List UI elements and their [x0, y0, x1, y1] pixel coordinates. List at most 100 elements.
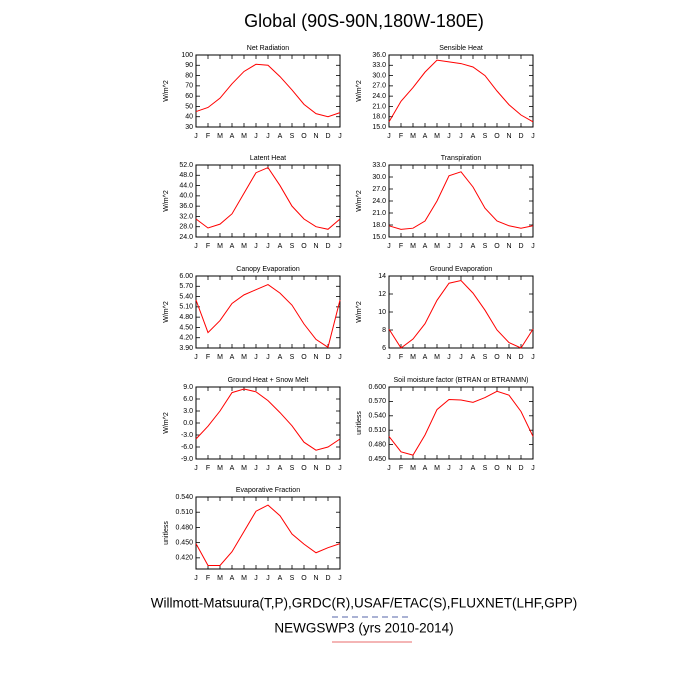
panel-title: Soil moisture factor (BTRAN or BTRANMN) [394, 377, 529, 384]
x-tick-label: J [387, 354, 391, 361]
x-tick-label: J [254, 354, 258, 361]
x-tick-label: N [506, 243, 511, 250]
x-tick-label: J [531, 465, 535, 472]
y-tick-label: 30.0 [372, 72, 386, 79]
y-tick-label: 15.0 [372, 234, 386, 241]
x-tick-label: M [217, 243, 223, 250]
x-tick-label: J [338, 465, 342, 472]
panel-title: Ground Evaporation [430, 266, 493, 273]
x-tick-label: O [301, 354, 307, 361]
y-tick-label: 28.0 [179, 224, 193, 231]
y-tick-label: 33.0 [372, 62, 386, 69]
plot-frame [195, 496, 341, 570]
y-tick-label: 30 [185, 124, 193, 131]
x-tick-label: S [290, 243, 295, 250]
x-tick-label: A [230, 354, 235, 361]
x-tick-label: N [313, 243, 318, 250]
x-tick-label: A [230, 465, 235, 472]
x-tick-label: M [410, 465, 416, 472]
x-tick-label: A [278, 243, 283, 250]
plot-frame [195, 386, 341, 460]
x-tick-label: J [266, 575, 270, 582]
x-tick-label: J [338, 575, 342, 582]
plot-frame [388, 164, 534, 238]
x-tick-label: M [410, 133, 416, 140]
y-tick-label: 0.480 [175, 524, 193, 531]
y-tick-label: 0.600 [368, 384, 386, 391]
panel-title: Sensible Heat [439, 45, 483, 52]
x-tick-label: J [254, 243, 258, 250]
y-tick-label: 44.0 [179, 182, 193, 189]
y-tick-label: 0.540 [368, 413, 386, 420]
y-tick-label: 24.0 [372, 198, 386, 205]
y-tick-label: 0.510 [368, 427, 386, 434]
x-tick-label: F [399, 133, 403, 140]
y-tick-label: 5.70 [179, 283, 193, 290]
y-tick-label: 4.50 [179, 324, 193, 331]
y-tick-label: 24.0 [372, 93, 386, 100]
x-tick-label: F [399, 243, 403, 250]
x-tick-label: F [399, 465, 403, 472]
x-tick-label: M [241, 575, 247, 582]
y-axis-label: W/m^2 [356, 301, 363, 323]
data-line [195, 388, 341, 451]
page-title: Global (90S-90N,180W-180E) [244, 11, 484, 31]
x-tick-label: M [434, 133, 440, 140]
y-tick-label: 6.0 [183, 396, 193, 403]
x-tick-label: O [301, 465, 307, 472]
y-tick-label: -9.0 [181, 456, 193, 463]
x-tick-label: A [230, 243, 235, 250]
data-line [388, 171, 534, 230]
y-tick-label: 6.00 [179, 273, 193, 280]
x-tick-label: M [241, 243, 247, 250]
x-tick-label: J [194, 465, 198, 472]
y-tick-label: 8 [382, 327, 386, 334]
x-tick-label: M [217, 575, 223, 582]
x-tick-label: A [230, 133, 235, 140]
x-tick-label: J [459, 243, 463, 250]
x-tick-label: D [518, 243, 523, 250]
y-tick-label: 14 [378, 273, 386, 280]
y-tick-label: 70 [185, 83, 193, 90]
x-tick-label: S [290, 354, 295, 361]
x-tick-label: M [434, 465, 440, 472]
y-tick-label: 40 [185, 114, 193, 121]
x-tick-label: D [325, 243, 330, 250]
y-tick-label: 12 [378, 291, 386, 298]
x-tick-label: N [506, 354, 511, 361]
x-tick-label: M [434, 354, 440, 361]
x-tick-label: J [531, 243, 535, 250]
x-tick-label: A [471, 465, 476, 472]
x-tick-label: N [313, 354, 318, 361]
x-tick-label: O [494, 354, 500, 361]
data-line [195, 166, 341, 230]
data-line [388, 390, 534, 456]
y-tick-label: 32.0 [179, 213, 193, 220]
x-tick-label: N [313, 575, 318, 582]
x-tick-label: A [278, 354, 283, 361]
x-tick-label: D [325, 133, 330, 140]
x-tick-label: A [278, 133, 283, 140]
y-tick-label: 0.540 [175, 494, 193, 501]
y-tick-label: 5.40 [179, 293, 193, 300]
y-tick-label: 60 [185, 93, 193, 100]
x-tick-label: M [217, 133, 223, 140]
panel-title: Ground Heat + Snow Melt [228, 377, 309, 384]
y-axis-label: unitless [163, 521, 170, 545]
x-tick-label: J [194, 354, 198, 361]
panel-title: Latent Heat [250, 155, 286, 162]
x-tick-label: J [459, 354, 463, 361]
y-axis-label: W/m^2 [163, 80, 170, 102]
x-tick-label: F [206, 354, 210, 361]
x-tick-label: J [447, 354, 451, 361]
y-axis-label: W/m^2 [163, 190, 170, 212]
y-tick-label: 5.10 [179, 304, 193, 311]
x-tick-label: J [387, 465, 391, 472]
y-tick-label: 21.0 [372, 103, 386, 110]
x-tick-label: O [301, 575, 307, 582]
y-tick-label: 80 [185, 72, 193, 79]
y-tick-label: 9.0 [183, 384, 193, 391]
y-tick-label: 36.0 [179, 203, 193, 210]
y-tick-label: 0.510 [175, 509, 193, 516]
